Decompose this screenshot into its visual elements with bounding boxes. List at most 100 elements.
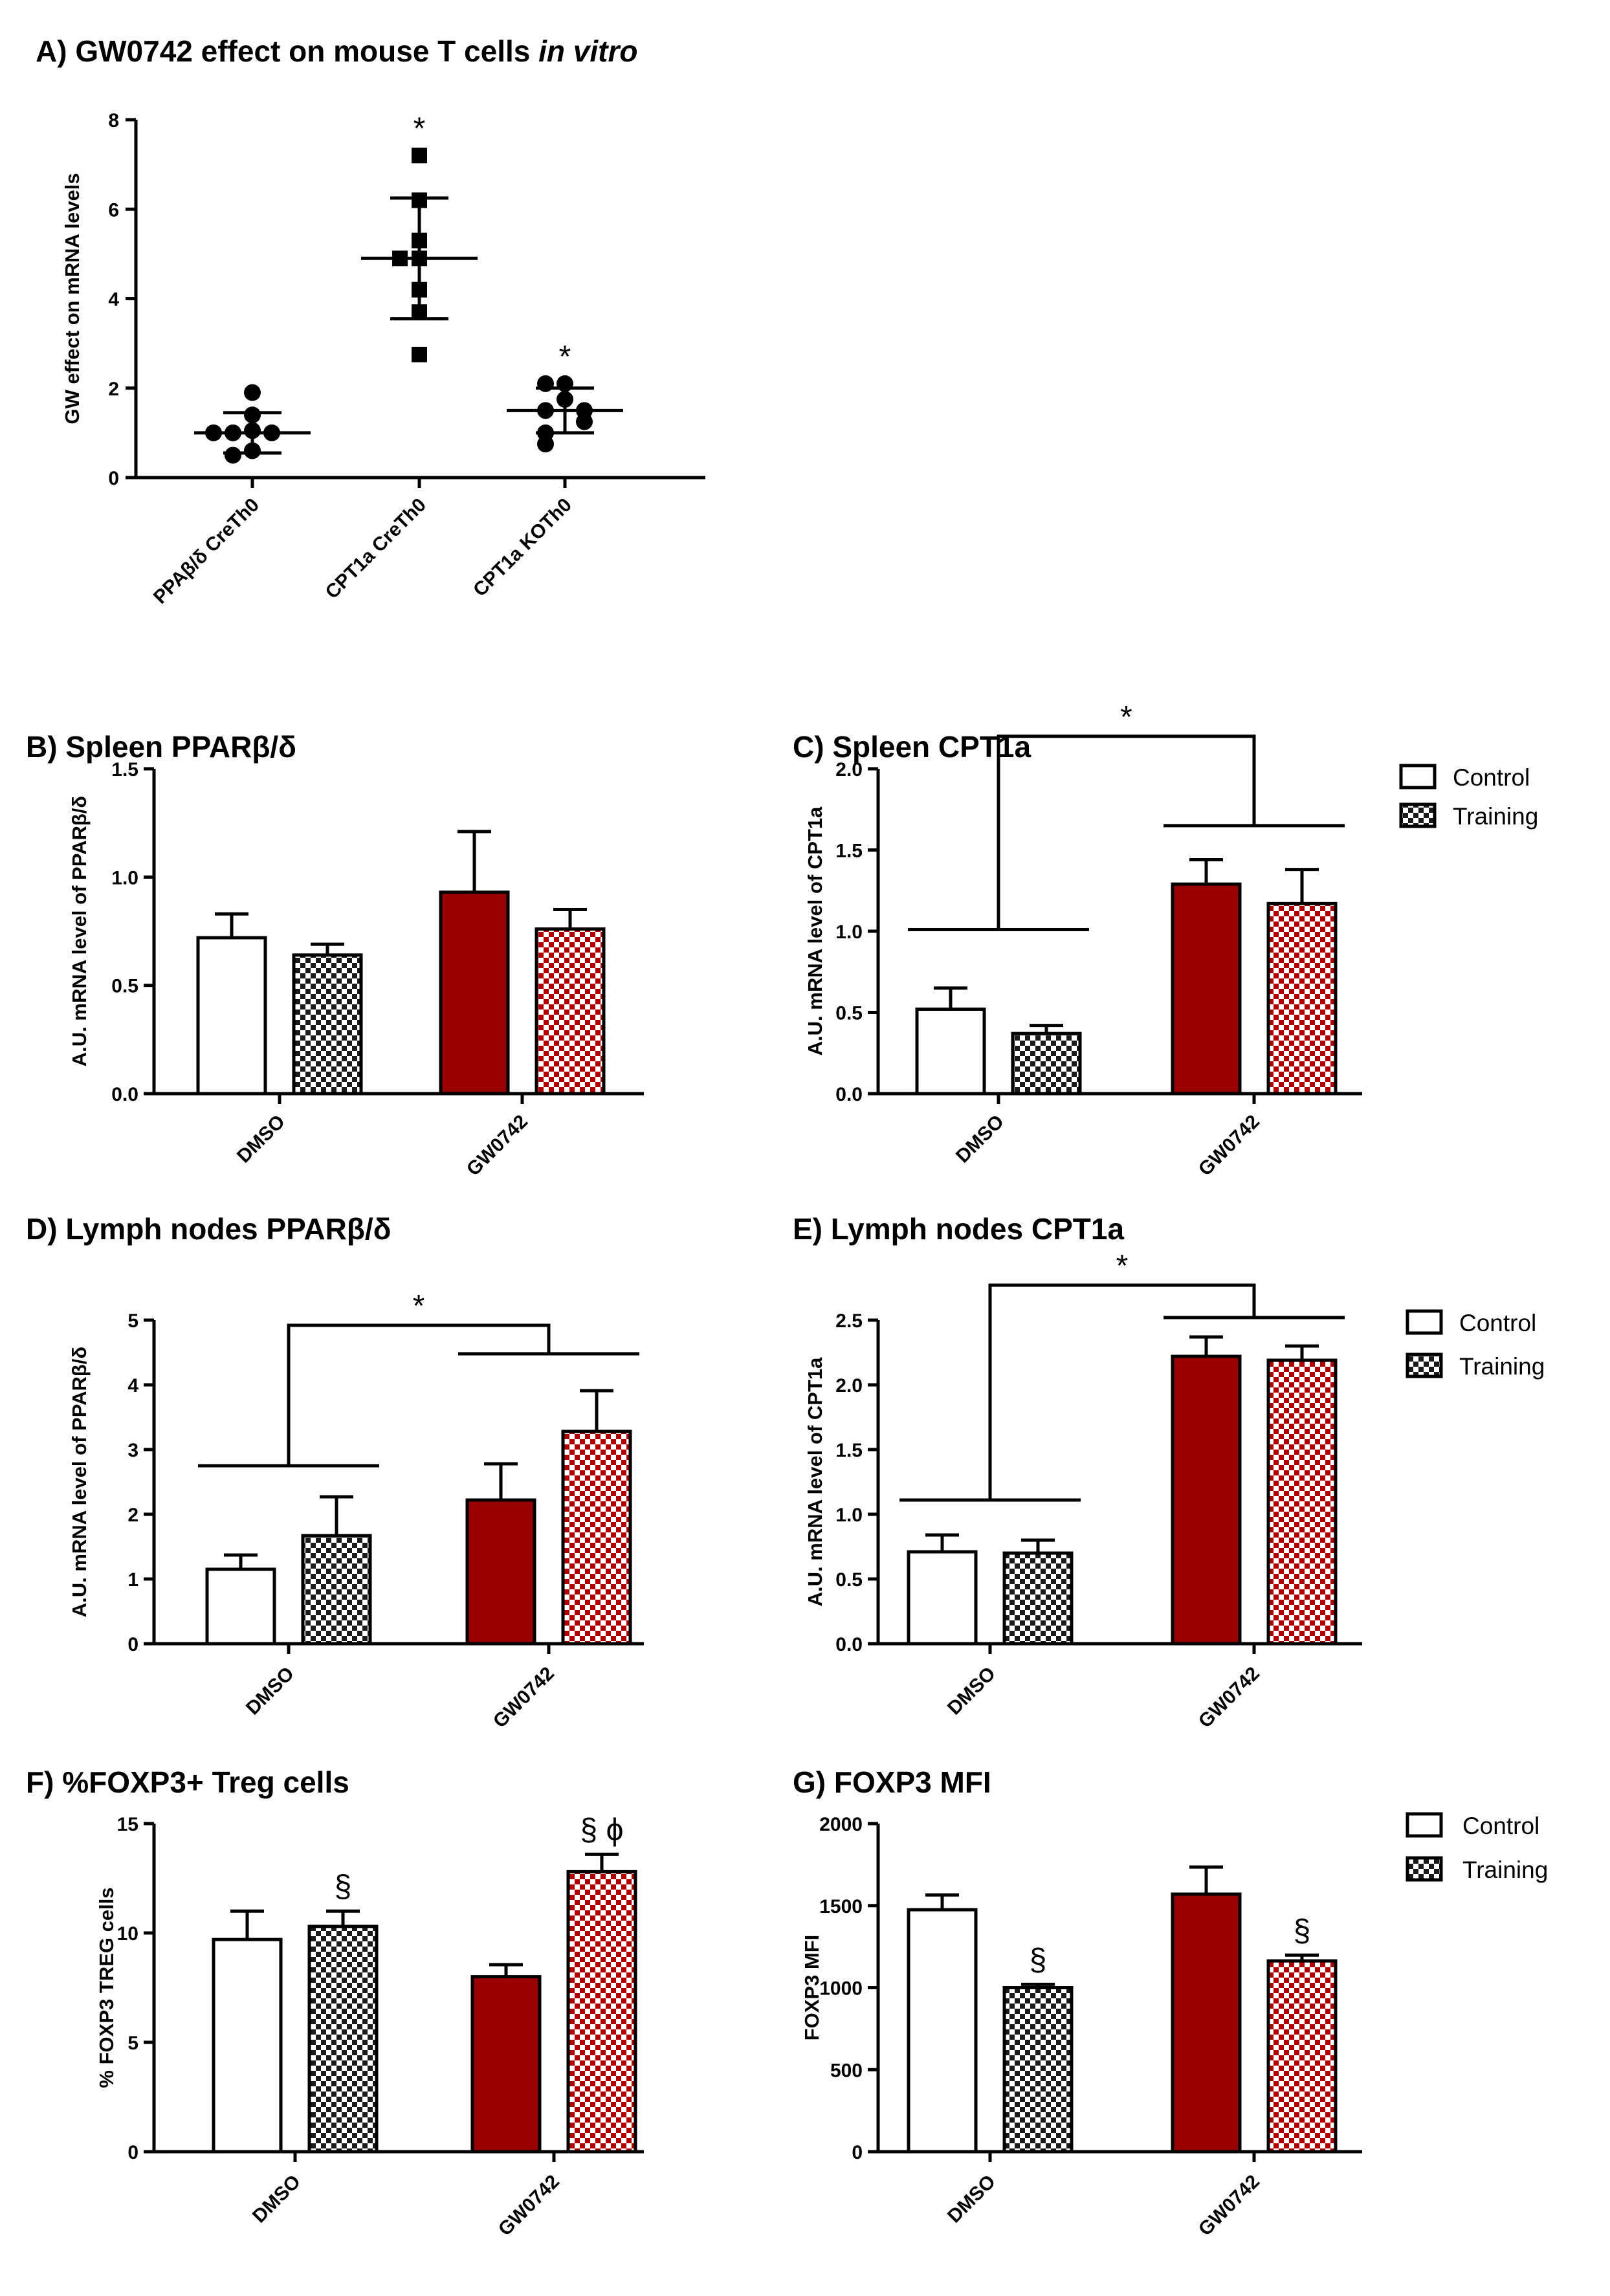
panel-f-title: F) %FOXP3+ Treg cells [26, 1765, 349, 1799]
panel-e-ytick-label: 0.5 [835, 1569, 863, 1591]
panel-a-ytick-label: 0 [108, 468, 119, 489]
panel-d-bracket [287, 1323, 551, 1466]
panel-d-significance-star: * [413, 1289, 425, 1323]
panel-b-title-main: Spleen PPARβ/δ [65, 730, 296, 764]
panel-c-prefix: C) [793, 730, 824, 764]
panel-c-ytick-label: 0.5 [835, 1003, 863, 1024]
panel-e-bar-training-gw0742 [1266, 1358, 1338, 1646]
panel-g-ytick-label: 1500 [819, 1896, 863, 1917]
panel-b-bar-control-dmso [196, 936, 267, 1096]
panel-f-bar-annotation: § [335, 1870, 352, 1904]
panel-a-title-main: GW0742 effect on mouse T cells [75, 34, 538, 68]
panel-f-xtick-label: GW0742 [494, 2171, 564, 2240]
panel-f-ytick-label: 0 [127, 2142, 138, 2163]
panel-e-ytick-label: 1.5 [835, 1440, 863, 1461]
panel-b-bar-training-gw0742 [535, 927, 606, 1096]
legend-label-control: Control [1462, 1813, 1539, 1839]
panel-b-ytick-label: 1.5 [111, 759, 138, 780]
panel-a-prefix: A) [36, 34, 67, 68]
panel-g-ytick-label: 500 [830, 2060, 863, 2081]
legend-foxp3: Control Training [1406, 1812, 1548, 1883]
panel-d-bar-training-dmso [301, 1534, 372, 1646]
panel-c-ytick-label: 1.0 [835, 922, 863, 943]
panel-a-significance-star: * [414, 111, 426, 146]
panel-c-xtick-label: DMSO [952, 1111, 1008, 1167]
panel-d-ytick-label: 1 [127, 1569, 138, 1591]
panel-e-bar-control-gw0742 [1171, 1354, 1242, 1646]
panel-f-prefix: F) [26, 1765, 54, 1799]
panel-c-bracket [997, 734, 1256, 930]
panel-g-y-label: FOXP3 MFI [800, 1935, 823, 2041]
panel-e-ytick-label: 2.0 [835, 1375, 863, 1396]
panel-g-title-main: FOXP3 MFI [834, 1765, 991, 1799]
panel-f-title-main: %FOXP3+ Treg cells [62, 1765, 349, 1799]
panel-g-xtick-label: GW0742 [1195, 2171, 1264, 2240]
panel-e-ytick-label: 2.5 [835, 1310, 863, 1332]
panel-e: E) Lymph nodes CPT1a 0.0 0.5 1.0 1.5 2.0 2.5 A… [793, 1212, 1362, 1732]
panel-e-xtick-label: DMSO [943, 1663, 1000, 1719]
panel-b-bar-training-dmso [292, 953, 363, 1096]
legend-swatch-control [1406, 1812, 1443, 1838]
panel-c-bar-training-gw0742 [1266, 901, 1338, 1096]
panel-f-ytick-label: 15 [117, 1814, 138, 1835]
panel-b-y-label: A.U. mRNA level of PPARβ/δ [68, 796, 91, 1066]
panel-a-point-square [412, 148, 427, 164]
legend-swatch-control [1406, 1309, 1443, 1335]
panel-d-ytick-label: 0 [127, 1634, 138, 1655]
panel-g-bar-control-gw0742 [1171, 1892, 1242, 2154]
legend-label-training: Training [1453, 803, 1538, 830]
panel-e-title: E) Lymph nodes CPT1a [793, 1212, 1124, 1246]
panel-b-xtick-label: DMSO [233, 1111, 289, 1167]
panel-e-prefix: E) [793, 1212, 822, 1246]
panel-b-title: B) Spleen PPARβ/δ [26, 730, 296, 764]
panel-f-xtick-label: DMSO [248, 2171, 305, 2227]
legend-swatch-training [1399, 802, 1437, 828]
panel-a-ytick-label: 8 [108, 110, 119, 131]
panel-f-bar-annotation: § ϕ [580, 1813, 624, 1847]
panel-d-title: D) Lymph nodes PPARβ/δ [26, 1212, 391, 1246]
panel-e-xtick-label: GW0742 [1195, 1663, 1264, 1732]
panel-d-bar-training-gw0742 [561, 1429, 632, 1646]
panel-b-xtick-label: GW0742 [463, 1111, 532, 1180]
legend-swatch-training [1406, 1856, 1443, 1882]
panel-b-prefix: B) [26, 730, 58, 764]
panel-a-point-circle [576, 413, 593, 430]
panel-f-y-label: % FOXP3 TREG cells [95, 1887, 118, 2088]
panel-g-title: G) FOXP3 MFI [793, 1765, 991, 1799]
panel-c-ytick-label: 0.0 [835, 1084, 863, 1105]
panel-d-bar-control-gw0742 [465, 1498, 536, 1646]
panel-c-y-label: A.U. mRNA level of CPT1a [804, 806, 826, 1055]
panel-f-ytick-label: 5 [127, 2033, 138, 2054]
panel-e-bar-control-dmso [907, 1550, 978, 1646]
panel-e-title-main: Lymph nodes CPT1a [831, 1212, 1125, 1246]
panel-a: A) GW0742 effect on mouse T cells in vit… [36, 34, 705, 608]
panel-c-ytick-label: 2.0 [835, 759, 863, 780]
panel-a-ytick-label: 2 [108, 379, 119, 400]
panel-d-ytick-label: 3 [127, 1440, 138, 1461]
panel-g-ytick-label: 2000 [819, 1814, 863, 1835]
panel-f-ytick-label: 10 [117, 1923, 138, 1945]
panel-c-significance-star: * [1120, 700, 1132, 734]
panel-e-ytick-label: 1.0 [835, 1505, 863, 1526]
panel-b-ytick-label: 0.0 [111, 1084, 138, 1105]
panel-d-ytick-label: 4 [127, 1375, 138, 1396]
panel-g-bar-annotation: § [1030, 1943, 1047, 1977]
panel-e-bar-training-dmso [1002, 1551, 1074, 1646]
panel-f-bar-control-dmso [212, 1937, 283, 2154]
panel-d-ytick-label: 5 [127, 1310, 138, 1332]
panel-d-bar-control-dmso [205, 1567, 276, 1646]
panel-d: D) Lymph nodes PPARβ/δ 0 1 2 3 4 5 A.U. mRNA l… [26, 1212, 644, 1732]
panel-c: C) Spleen CPT1a 0.0 0.5 1.0 1.5 2.0 A.U. mRNA… [793, 700, 1362, 1180]
legend-swatch-control [1399, 764, 1437, 789]
panel-d-y-label: A.U. mRNA level of PPARβ/δ [68, 1347, 91, 1617]
panel-c-xtick-label: GW0742 [1195, 1111, 1264, 1180]
panel-d-xtick-label: DMSO [242, 1663, 298, 1719]
panel-a-ytick-label: 4 [108, 289, 119, 311]
legend-label-training: Training [1459, 1353, 1545, 1380]
panel-g-bar-control-dmso [907, 1908, 978, 2154]
panel-b-bar-control-gw0742 [439, 890, 510, 1096]
legend-lymph: Control Training [1406, 1309, 1545, 1380]
panel-b-ytick-label: 0.5 [111, 976, 138, 997]
panel-b-ytick-label: 1.0 [111, 867, 138, 889]
